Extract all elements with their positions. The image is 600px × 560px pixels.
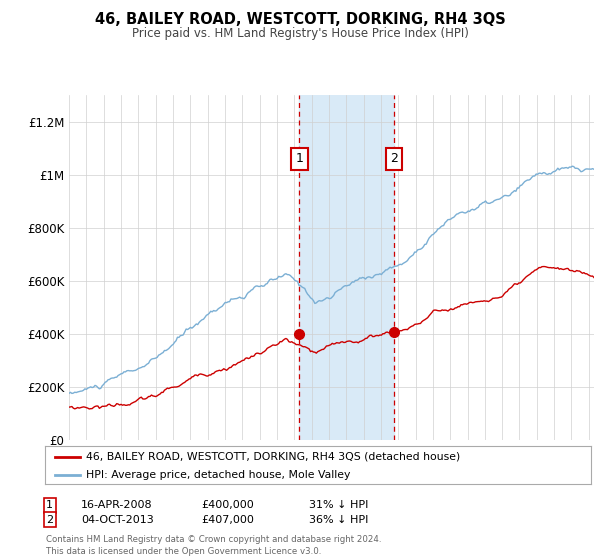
Bar (299, 95, 394, 440)
Text: 31% ↓ HPI: 31% ↓ HPI (309, 500, 368, 510)
Text: 2: 2 (390, 152, 398, 165)
Text: £407,000: £407,000 (201, 515, 254, 525)
Text: 36% ↓ HPI: 36% ↓ HPI (309, 515, 368, 525)
Text: 1: 1 (46, 500, 53, 510)
Text: 46, BAILEY ROAD, WESTCOTT, DORKING, RH4 3QS: 46, BAILEY ROAD, WESTCOTT, DORKING, RH4 … (95, 12, 505, 27)
Text: 04-OCT-2013: 04-OCT-2013 (81, 515, 154, 525)
Text: Price paid vs. HM Land Registry's House Price Index (HPI): Price paid vs. HM Land Registry's House … (131, 27, 469, 40)
Text: 16-APR-2008: 16-APR-2008 (81, 500, 152, 510)
Text: £400,000: £400,000 (201, 500, 254, 510)
Text: Contains HM Land Registry data © Crown copyright and database right 2024.
This d: Contains HM Land Registry data © Crown c… (46, 535, 382, 556)
Text: 46, BAILEY ROAD, WESTCOTT, DORKING, RH4 3QS (detached house): 46, BAILEY ROAD, WESTCOTT, DORKING, RH4 … (86, 451, 460, 461)
Text: 2: 2 (46, 515, 53, 525)
Text: HPI: Average price, detached house, Mole Valley: HPI: Average price, detached house, Mole… (86, 470, 350, 480)
Text: 1: 1 (295, 152, 303, 165)
